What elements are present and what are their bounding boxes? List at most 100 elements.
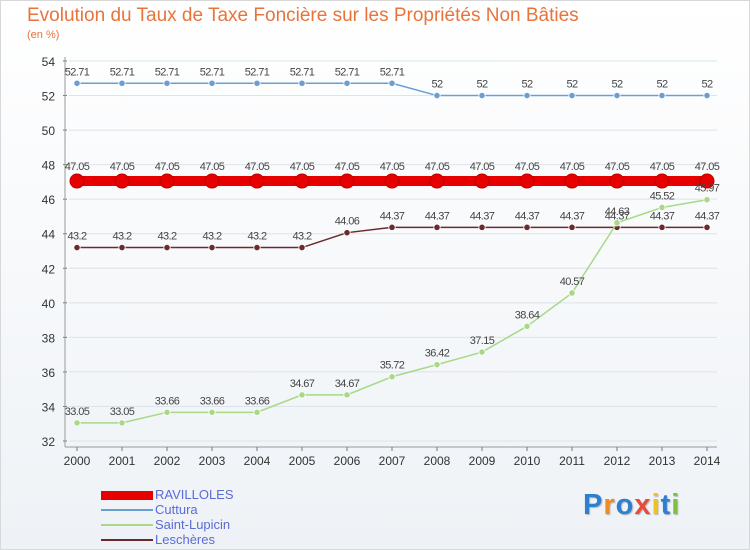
x-tick-label: 2002 [154, 454, 181, 468]
data-label-saint-lupicin: 40.57 [560, 276, 585, 288]
data-point-cuttura [703, 91, 711, 100]
proxiti-logo: Proxiti [583, 489, 680, 522]
data-point-cuttura [298, 79, 306, 87]
data-label-lescheres: 44.37 [515, 210, 540, 222]
data-label-ravilloles: 47.05 [380, 161, 405, 173]
data-point-saint-lupicin [703, 196, 711, 204]
data-point-cuttura [433, 91, 441, 100]
data-label-lescheres: 43.2 [202, 231, 221, 243]
y-tick-label: 40 [42, 297, 56, 311]
data-label-lescheres: 44.37 [425, 210, 450, 222]
data-label-saint-lupicin: 35.72 [380, 360, 405, 372]
data-label-lescheres: 43.2 [112, 231, 131, 243]
legend-label-saint-lupicin: Saint-Lupicin [155, 517, 231, 532]
data-label-ravilloles: 47.05 [335, 161, 360, 173]
data-label-cuttura: 52 [566, 79, 578, 91]
y-tick-label: 36 [42, 366, 56, 380]
chart-title: Evolution du Taux de Taxe Foncière sur l… [27, 5, 579, 26]
data-point-ravilloles [609, 173, 625, 189]
data-label-lescheres: 44.37 [380, 210, 405, 222]
data-label-lescheres: 43.2 [247, 231, 266, 243]
data-label-lescheres: 44.37 [650, 210, 675, 222]
data-point-lescheres [253, 243, 261, 252]
data-point-lescheres [298, 243, 306, 252]
data-label-cuttura: 52.71 [380, 66, 405, 78]
x-tick-label: 2012 [604, 454, 631, 468]
data-label-saint-lupicin: 36.42 [425, 348, 450, 360]
y-tick-label: 44 [42, 228, 56, 242]
x-tick-label: 2006 [334, 454, 361, 468]
data-label-cuttura: 52 [476, 79, 488, 91]
data-label-cuttura: 52.71 [200, 66, 225, 78]
data-point-ravilloles [204, 173, 220, 189]
data-point-saint-lupicin [568, 289, 576, 297]
data-label-ravilloles: 47.05 [470, 161, 495, 173]
data-point-saint-lupicin [163, 408, 171, 416]
data-point-cuttura [568, 91, 576, 100]
data-label-cuttura: 52.71 [245, 66, 270, 78]
logo-letter-5: i [651, 489, 661, 521]
data-point-cuttura [208, 79, 216, 87]
data-point-saint-lupicin [118, 419, 126, 427]
data-point-cuttura [388, 79, 396, 87]
data-label-cuttura: 52 [611, 79, 623, 91]
data-label-ravilloles: 47.05 [245, 161, 270, 173]
data-point-ravilloles [519, 173, 535, 189]
y-tick-label: 50 [42, 124, 56, 138]
data-point-lescheres [523, 223, 531, 231]
x-tick-label: 2001 [109, 454, 136, 468]
data-point-cuttura [253, 79, 261, 87]
data-point-cuttura [658, 91, 666, 100]
data-label-saint-lupicin: 33.05 [65, 406, 90, 418]
data-label-lescheres: 43.2 [292, 231, 311, 243]
data-point-ravilloles [654, 173, 670, 189]
y-tick-label: 42 [42, 262, 56, 276]
data-label-cuttura: 52 [521, 79, 533, 91]
x-tick-label: 2009 [469, 454, 496, 468]
data-point-cuttura [343, 79, 351, 87]
data-label-ravilloles: 47.05 [695, 161, 720, 173]
y-tick-label: 54 [42, 55, 56, 69]
data-label-cuttura: 52 [701, 79, 713, 91]
logo-letter-3: o [615, 489, 635, 521]
data-point-saint-lupicin [523, 322, 531, 330]
data-point-saint-lupicin [253, 408, 261, 416]
y-tick-label: 34 [42, 400, 56, 414]
data-point-saint-lupicin [343, 391, 351, 399]
data-label-ravilloles: 47.05 [65, 161, 90, 173]
legend-label-lescheres: Leschères [155, 532, 215, 547]
data-point-lescheres [388, 223, 396, 231]
data-label-cuttura: 52.71 [290, 66, 315, 78]
legend-swatch-cuttura [101, 509, 153, 511]
x-tick-label: 2010 [514, 454, 541, 468]
data-point-saint-lupicin [208, 408, 216, 416]
data-point-lescheres [703, 223, 711, 231]
legend-swatch-saint-lupicin [101, 524, 153, 526]
data-label-cuttura: 52.71 [335, 66, 360, 78]
data-point-saint-lupicin [298, 391, 306, 399]
logo-letter-1: P [583, 489, 604, 521]
y-tick-label: 48 [42, 159, 56, 173]
data-point-cuttura [163, 79, 171, 87]
data-point-saint-lupicin [478, 348, 486, 356]
data-point-ravilloles [114, 173, 130, 189]
legend-label-ravilloles: RAVILLOLES [155, 487, 234, 502]
data-label-saint-lupicin: 38.64 [515, 309, 540, 321]
x-tick-label: 2004 [244, 454, 271, 468]
data-label-ravilloles: 47.05 [560, 161, 585, 173]
x-tick-label: 2007 [379, 454, 406, 468]
x-tick-label: 2014 [694, 454, 721, 468]
x-tick-label: 2013 [649, 454, 676, 468]
data-point-saint-lupicin [433, 361, 441, 369]
y-tick-label: 52 [42, 90, 56, 104]
data-point-saint-lupicin [658, 203, 666, 212]
data-label-saint-lupicin: 44.63 [605, 206, 630, 218]
logo-letter-6: t [660, 489, 672, 521]
legend-label-cuttura: Cuttura [155, 502, 198, 517]
data-point-saint-lupicin [613, 219, 621, 227]
data-label-lescheres: 44.37 [470, 210, 495, 222]
y-tick-label: 32 [42, 435, 56, 449]
data-label-saint-lupicin: 45.97 [695, 183, 720, 195]
data-label-cuttura: 52.71 [155, 66, 180, 78]
data-point-ravilloles [294, 173, 310, 189]
